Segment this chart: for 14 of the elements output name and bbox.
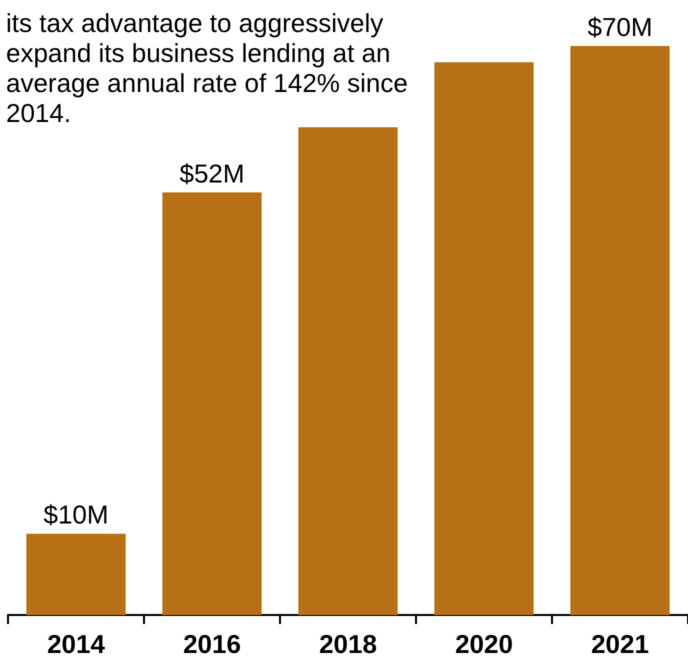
x-tick-label: 2018 (319, 629, 377, 659)
annotation: its tax advantage to aggressively expand its business lending at an average annual rate of 142% since 2014. (6, 8, 416, 128)
x-tick-label: 2020 (455, 629, 513, 659)
bar (162, 192, 262, 615)
bar (434, 62, 534, 615)
x-tick-label: 2016 (183, 629, 241, 659)
bar (26, 534, 126, 615)
bar (298, 127, 398, 615)
data-label: $70M (587, 12, 653, 42)
x-tick-label: 2014 (47, 629, 106, 659)
data-label: $10M (43, 500, 109, 530)
data-label: $52M (179, 158, 245, 188)
bar (570, 46, 670, 615)
x-tick-label: 2021 (591, 629, 649, 659)
